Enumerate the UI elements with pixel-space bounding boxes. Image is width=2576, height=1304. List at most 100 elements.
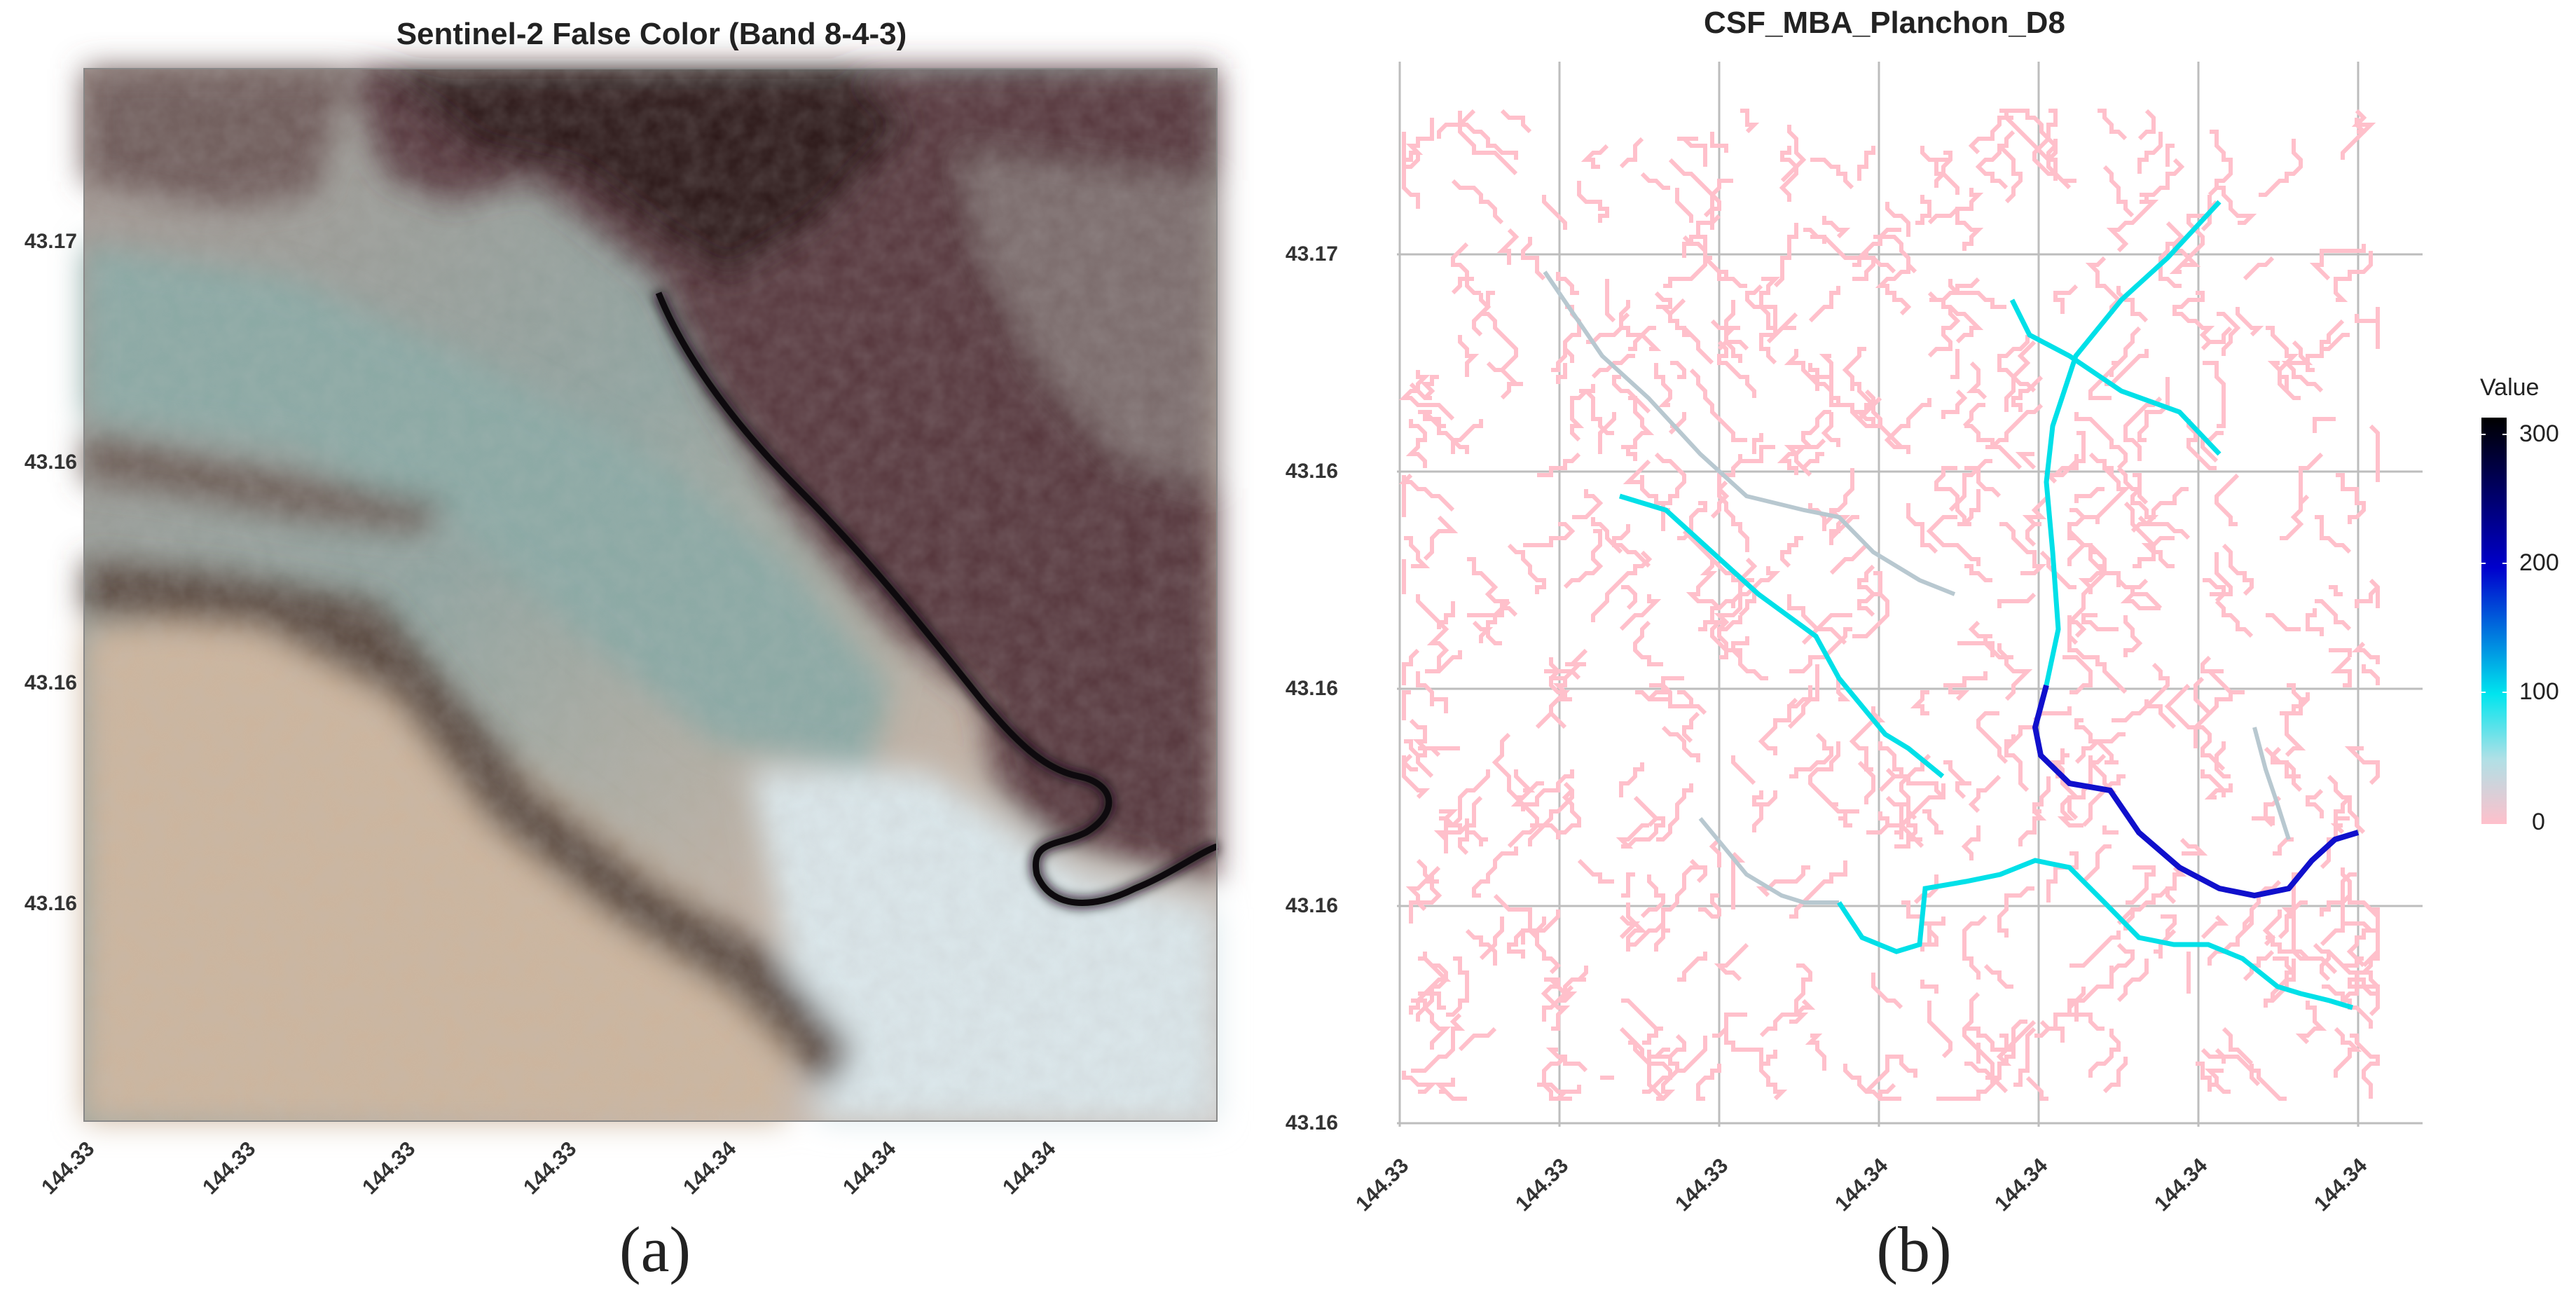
drainage-channel [2369,424,2380,482]
drainage-channel [1927,188,1984,225]
drainage-channel [1580,144,1609,169]
drainage-channel [1698,235,1726,281]
drainage-channel [1759,333,1777,365]
drainage-channel [1985,1034,2012,1080]
drainage-channel [1752,790,1763,807]
drainage-channel [1577,181,1609,223]
drainage-channel [1997,592,2037,608]
drainage-channel [1808,781,1852,828]
drainage-channel [2322,984,2373,1029]
drainage-channel [1402,753,1431,799]
drainage-channel [1915,195,1931,225]
panel-a-caption: (a) [619,1214,691,1285]
drainage-channel [1957,489,1981,526]
drainage-channel [1857,592,1880,617]
drainage-channel [1416,594,1449,671]
drainage-channel [1492,732,1525,807]
drainage-channel [1411,991,1452,1050]
drainage-channel [1670,361,1686,379]
panel-a-title: Sentinel-2 False Color (Band 8-4-3) [396,17,907,51]
drainage-channel [1943,671,1988,687]
drainage-channel [1976,1043,2009,1094]
drainage-channel [1493,893,1539,945]
drainage-channel [2158,221,2185,288]
drainage-channel [1661,725,1700,762]
drainage-channel [1789,627,1852,673]
drainage-channel [1829,543,1868,575]
drainage-channel [1556,363,1567,384]
drainage-channel [1677,501,1707,540]
drainage-channel [1544,977,1578,1003]
drainage-channel [2271,959,2296,1001]
drainage-channel [1752,790,1777,832]
drainage-channel [1961,825,1981,860]
drainage-channel [2074,487,2105,503]
drainage-channel [1651,1048,1677,1066]
legend-title: Value [2480,374,2540,401]
drainage-channel [1647,676,1684,701]
drainage-channel [1696,1064,1721,1101]
drainage-channel [2172,291,2205,314]
drainage-channel [2355,945,2380,996]
drainage-channel [1864,1055,1894,1094]
drainage-channel [1906,503,1938,554]
drainage-channel [1894,1055,1917,1078]
drainage-channel [2123,396,2163,461]
drainage-channel [2327,774,2366,835]
drainage-channel [1616,823,1649,849]
drainage-channel [2334,251,2373,302]
drainage-channel [1787,594,1847,645]
drainage-channel [1731,755,1756,785]
drainage-channel [2123,615,2143,657]
drainage-channel [1402,1071,1438,1094]
legend-label: 300 [2519,420,2559,447]
drainage-channel [1621,396,1655,449]
drainage-channel [1619,762,1644,797]
drainage-channel [1773,223,1798,288]
drainage-channel [1710,893,1721,917]
drainage-channel [1997,335,2037,393]
drainage-channel [1551,349,1567,372]
drainage-channel [1810,158,1854,190]
drainage-channel [1472,620,1494,643]
drainage-channel [2243,256,2275,281]
main-channel [1618,493,1945,778]
main-channel [1543,270,1956,596]
drainage-channel [2013,1027,2037,1087]
drainage-channel [2137,132,2163,174]
drainage-channel [1542,195,1567,230]
drainage-channel [1910,690,1929,715]
drainage-channel [1838,809,1859,821]
drainage-channel [1598,412,1616,454]
drainage-channel [2004,734,2030,792]
drainage-channel [1822,468,1854,531]
drainage-channel [1465,277,1481,295]
drainage-channel [2141,536,2175,568]
drainage-channel [1714,557,1758,631]
drainage-channel [2203,361,2226,428]
drainage-channel [1999,1020,2027,1066]
drainage-channel [1962,914,1988,980]
drainage-channel [2095,466,2131,524]
drainage-channel [1451,179,1504,225]
drainage-channel [1787,664,1819,713]
drainage-channel [1621,809,1665,849]
drainage-channel [1885,202,1910,237]
drainage-channel [1948,279,2006,309]
drainage-channel [1521,769,1574,811]
drainage-channel [1677,952,1707,982]
drainage-channel [1621,998,1663,1045]
drainage-channel [2137,515,2191,540]
drainage-channel [1619,137,1644,169]
drainage-channel [2320,816,2350,870]
drainage-channel [2329,585,2343,596]
drainage-channel [1968,620,1995,657]
drainage-channel [1698,907,1719,919]
panel-b-xtick: 144.34 [2310,1153,2372,1216]
drainage-channel [1623,459,1651,484]
drainage-channel [2343,921,2380,961]
drainage-channel [1808,286,1840,323]
drainage-channel [1920,917,1945,952]
drainage-channel [2034,987,2086,1038]
panel-b-xtick: 144.33 [1351,1153,1414,1216]
